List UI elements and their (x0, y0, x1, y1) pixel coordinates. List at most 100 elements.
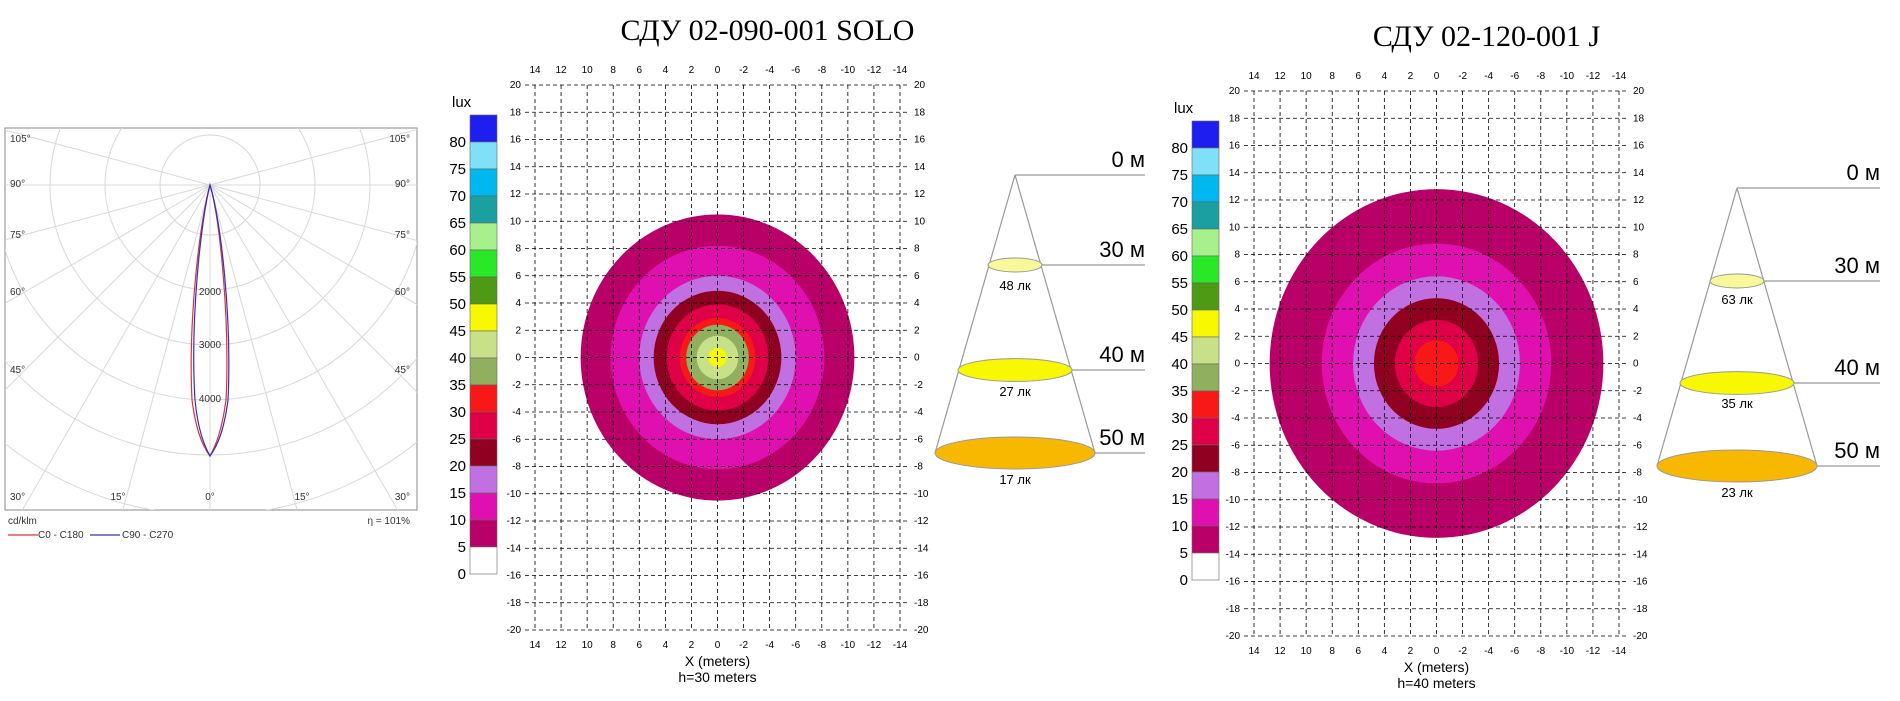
polar-angle-left-5: 30° (10, 492, 25, 503)
polar-spoke (209, 184, 298, 510)
scale-unit: lux (1174, 100, 1194, 117)
legend-label-c0: C0 - C180 (38, 530, 84, 541)
y-tick-right: -16 (914, 571, 929, 582)
y-tick-left: -12 (507, 516, 522, 527)
y-tick-right: -4 (914, 407, 923, 418)
height-label-3: 50 м (1834, 438, 1880, 463)
y-tick-left: 2 (1234, 331, 1240, 342)
x-tick-bottom: 2 (1408, 646, 1414, 657)
scale-value-35: 35 (449, 377, 466, 394)
polar-ring-4 (5, 357, 417, 456)
scale-swatch-45 (1191, 309, 1220, 338)
polar-spoke (5, 184, 211, 304)
polar-spoke (5, 184, 211, 241)
cone-disc-0 (1709, 273, 1765, 289)
polar-angle-left-1: 90° (10, 179, 25, 190)
scale-value-20: 20 (449, 458, 466, 475)
x-tick-bottom: 4 (1382, 646, 1388, 657)
x-tick-bottom: 12 (556, 640, 568, 651)
y-tick-right: -2 (914, 380, 923, 391)
cone-disc-2 (934, 436, 1096, 470)
scale-value-75: 75 (1171, 167, 1188, 184)
x-tick-top: -4 (1484, 71, 1493, 82)
y-tick-left: 4 (515, 298, 521, 309)
scale-swatch-75 (469, 141, 498, 170)
polar-spoke (21, 184, 211, 510)
scale-swatch-15 (469, 465, 498, 494)
x-tick-bottom: -6 (791, 640, 800, 651)
y-tick-left: -6 (1231, 440, 1240, 451)
scale-value-10: 10 (449, 512, 466, 529)
y-tick-right: -10 (1633, 495, 1648, 506)
x-tick-bottom: -12 (1586, 646, 1601, 657)
polar-angle-left-2: 75° (10, 230, 25, 241)
x-tick-bottom: 12 (1275, 646, 1287, 657)
scale-swatch-50 (469, 276, 498, 305)
x-tick-top: -14 (1612, 71, 1627, 82)
x-tick-top: -10 (1560, 71, 1575, 82)
y-tick-left: 6 (1234, 277, 1240, 288)
x-tick-top: 2 (689, 65, 695, 76)
y-tick-right: -14 (914, 543, 929, 554)
y-tick-left: 2 (515, 325, 521, 336)
scale-swatch-40 (1191, 336, 1220, 365)
y-tick-left: 12 (1229, 195, 1241, 206)
y-tick-left: -16 (1226, 577, 1241, 588)
scale-swatch-55 (469, 249, 498, 278)
y-tick-left: -6 (512, 434, 521, 445)
polar-spoke (209, 184, 417, 393)
scale-swatch-35 (1191, 363, 1220, 392)
x-tick-bottom: -2 (739, 640, 748, 651)
y-tick-right: 4 (914, 298, 920, 309)
y-tick-right: -20 (914, 625, 929, 636)
scale-swatch-10 (469, 492, 498, 521)
x-tick-bottom: 6 (637, 640, 643, 651)
x-tick-top: 8 (610, 65, 616, 76)
polar-spoke (209, 184, 399, 510)
height-label-1: 30 м (1834, 253, 1880, 278)
scale-value-55: 55 (449, 269, 466, 286)
polar-angle-right-1: 90° (395, 179, 410, 190)
polar-angle-right-3: 60° (395, 287, 410, 298)
scale-value-60: 60 (449, 242, 466, 259)
plot-title: СДУ 02-120-001 J (1373, 20, 1601, 53)
y-tick-right: -20 (1633, 631, 1648, 642)
height-label-2: 40 м (1834, 355, 1880, 380)
polar-angle-right-5: 30° (395, 492, 410, 503)
scale-value-55: 55 (1171, 275, 1188, 292)
x-tick-bottom: -10 (1560, 646, 1575, 657)
height-label-3: 50 м (1099, 425, 1145, 450)
y-tick-right: -12 (1633, 522, 1648, 533)
cone-edge-left (1656, 187, 1738, 467)
y-tick-right: 6 (1633, 277, 1639, 288)
x-axis-label: X (meters) (685, 653, 750, 669)
y-tick-right: 12 (914, 189, 926, 200)
y-tick-left: 4 (1234, 304, 1240, 315)
y-tick-left: -4 (1231, 413, 1240, 424)
x-tick-bottom: 10 (1301, 646, 1313, 657)
cone-disc-1 (1679, 371, 1795, 395)
scale-swatch-35 (469, 357, 498, 386)
scale-value-45: 45 (449, 323, 466, 340)
cone-disc-1 (957, 358, 1073, 382)
scale-swatch-0 (1191, 552, 1220, 581)
scale-swatch-5 (469, 519, 498, 548)
height-label-0: 0 м (1112, 147, 1145, 172)
isolux-plot-left: СДУ 02-090-001 SOLO141412121010886644220… (507, 14, 929, 685)
scale-value-25: 25 (449, 431, 466, 448)
y-tick-right: -6 (914, 434, 923, 445)
y-tick-left: 6 (515, 271, 521, 282)
x-tick-bottom: 0 (715, 640, 721, 651)
y-tick-right: -14 (1633, 549, 1648, 560)
y-tick-right: -4 (1633, 413, 1642, 424)
y-tick-right: 10 (1633, 222, 1645, 233)
x-tick-top: 10 (582, 65, 594, 76)
x-tick-top: -8 (1536, 71, 1545, 82)
polar-spoke (209, 184, 417, 306)
height-label: h=30 meters (678, 669, 756, 685)
y-tick-left: -2 (1231, 386, 1240, 397)
y-tick-left: 16 (1229, 141, 1241, 152)
scale-swatch-40 (469, 330, 498, 359)
height-label-2: 40 м (1099, 342, 1145, 367)
